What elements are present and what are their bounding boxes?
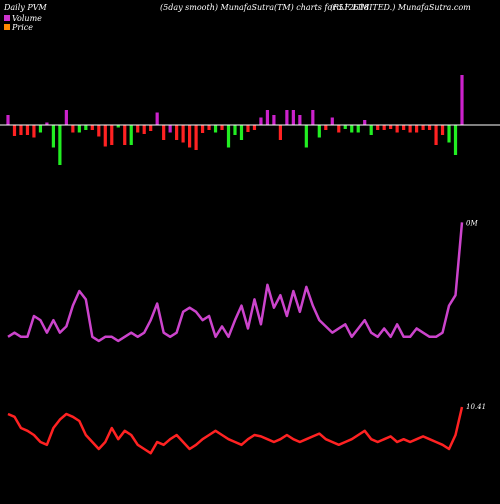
pvm-bar bbox=[440, 125, 445, 135]
pvm-bar bbox=[382, 125, 386, 130]
pvm-bar bbox=[272, 115, 276, 125]
pvm-bar bbox=[188, 125, 192, 148]
pvm-bar bbox=[12, 125, 17, 136]
pvm-bar bbox=[103, 125, 107, 147]
legend-price-label: Price bbox=[11, 23, 33, 32]
price-end-label: 10.41 bbox=[466, 403, 486, 411]
pvm-bar bbox=[317, 125, 321, 138]
pvm-bar bbox=[19, 125, 23, 135]
pvm-bar bbox=[434, 125, 438, 145]
pvm-bar bbox=[259, 117, 263, 125]
pvm-bar bbox=[58, 125, 62, 165]
pvm-bar bbox=[278, 125, 282, 140]
pvm-bar bbox=[168, 125, 172, 133]
pvm-bar bbox=[343, 125, 347, 129]
pvm-bar bbox=[350, 125, 354, 133]
pvm-bar bbox=[25, 125, 30, 135]
pvm-bar bbox=[110, 125, 114, 145]
pvm-bar bbox=[136, 125, 140, 133]
pvm-bar bbox=[447, 125, 451, 143]
pvm-bar bbox=[311, 110, 315, 125]
chart-title-right: (RLF LIMITED.) MunafaSutra.com bbox=[330, 3, 471, 12]
pvm-bar bbox=[453, 125, 458, 155]
legend-price-swatch bbox=[4, 24, 10, 30]
pvm-bar bbox=[460, 75, 464, 125]
pvm-bar bbox=[71, 125, 75, 133]
pvm-bar bbox=[90, 125, 94, 130]
pvm-bar bbox=[337, 125, 341, 133]
pvm-bar bbox=[415, 125, 419, 133]
pvm-bar bbox=[427, 125, 432, 130]
chart-title-left: Daily PVM bbox=[3, 3, 48, 12]
pvm-bar bbox=[38, 125, 43, 133]
pvm-bar bbox=[123, 125, 127, 145]
pvm-bar bbox=[330, 117, 334, 125]
pvm-bar bbox=[356, 125, 360, 133]
legend-volume-label: Volume bbox=[12, 14, 42, 23]
pvm-bar bbox=[304, 125, 308, 148]
pvm-bar bbox=[162, 125, 166, 140]
pvm-bar bbox=[51, 125, 55, 148]
pvm-bar bbox=[298, 115, 302, 125]
pvm-bar bbox=[181, 125, 185, 143]
pvm-bar bbox=[213, 125, 218, 133]
pvm-bar bbox=[129, 125, 133, 145]
pvm-bar bbox=[395, 125, 399, 133]
pvm-bar bbox=[149, 125, 153, 131]
pvm-bar bbox=[194, 125, 198, 150]
volume-series-line bbox=[7, 222, 464, 343]
pvm-bar bbox=[363, 120, 367, 125]
pvm-bar bbox=[116, 125, 120, 128]
pvm-bar bbox=[252, 125, 257, 130]
pvm-bar bbox=[285, 110, 289, 125]
volume-end-label: 0M bbox=[466, 219, 478, 227]
pvm-bar bbox=[155, 112, 159, 125]
pvm-bar bbox=[246, 125, 250, 132]
pvm-bar bbox=[402, 125, 406, 130]
pvm-bar bbox=[265, 110, 270, 125]
pvm-bar bbox=[32, 125, 36, 138]
pvm-bar bbox=[291, 110, 295, 125]
pvm-bar bbox=[175, 125, 179, 140]
pvm-bar bbox=[77, 125, 81, 133]
price-series-line bbox=[7, 406, 464, 455]
pvm-bar bbox=[226, 125, 231, 148]
pvm-bar bbox=[207, 125, 211, 130]
pvm-bar bbox=[97, 125, 101, 137]
pvm-bar bbox=[220, 125, 224, 130]
pvm-bar bbox=[324, 125, 328, 130]
legend-volume-swatch bbox=[4, 15, 10, 21]
pvm-bar bbox=[45, 122, 49, 125]
pvm-bar bbox=[233, 125, 237, 135]
pvm-bar bbox=[421, 125, 425, 130]
pvm-bar bbox=[369, 125, 373, 135]
pvm-bar bbox=[6, 115, 10, 125]
pvm-bar bbox=[376, 125, 380, 130]
pvm-bar bbox=[239, 125, 244, 140]
pvm-bar bbox=[142, 125, 146, 134]
pvm-bar bbox=[84, 125, 88, 130]
pvm-bar bbox=[408, 125, 412, 133]
pvm-bars bbox=[6, 75, 464, 165]
chart-title-center: (5day smooth) MunafaSutra(TM) charts for… bbox=[160, 3, 369, 12]
pvm-bar bbox=[200, 125, 205, 133]
pvm-bar bbox=[64, 110, 68, 125]
pvm-bar bbox=[389, 125, 393, 129]
